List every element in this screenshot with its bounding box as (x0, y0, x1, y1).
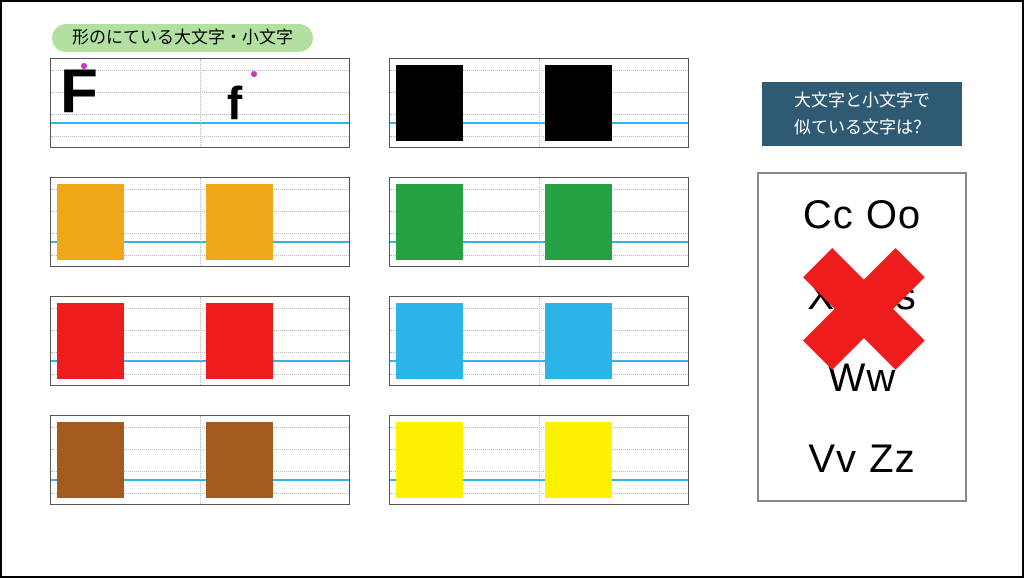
writing-card: Ff (50, 58, 350, 148)
color-square (206, 303, 273, 379)
writing-card (389, 177, 689, 267)
color-square (396, 422, 463, 498)
start-dot (251, 71, 257, 77)
color-square (545, 422, 612, 498)
color-square (57, 303, 124, 379)
answer-box: Cc Oo Xx Ss Ww Vv Zz (757, 172, 967, 502)
answer-row: Xx Ss (807, 276, 916, 316)
letter-lower: f (227, 80, 242, 126)
color-square (545, 65, 612, 141)
answer-row: Vv Zz (808, 439, 915, 479)
writing-card (389, 415, 689, 505)
answer-row: Cc Oo (803, 195, 921, 235)
question-line-1: 大文字と小文字で (794, 91, 930, 110)
color-square (396, 184, 463, 260)
question-text: 大文字と小文字で 似ている文字は？ (794, 87, 930, 141)
writing-card (389, 58, 689, 148)
question-box: 大文字と小文字で 似ている文字は？ (762, 82, 962, 146)
writing-card (389, 296, 689, 386)
color-square (206, 422, 273, 498)
color-square (396, 65, 463, 141)
title-pill: 形のにている大文字・小文字 (52, 24, 313, 52)
color-square (206, 184, 273, 260)
writing-card (50, 415, 350, 505)
question-line-2: 似ている文字は？ (794, 118, 930, 137)
color-square (396, 303, 463, 379)
color-square (57, 422, 124, 498)
start-dot (81, 63, 87, 69)
answer-rows: Cc Oo Xx Ss Ww Vv Zz (759, 174, 965, 500)
color-square (545, 303, 612, 379)
stage: 形のにている大文字・小文字 大文字と小文字で 似ている文字は？ Cc Oo Xx … (0, 0, 1024, 578)
writing-card (50, 296, 350, 386)
writing-card (50, 177, 350, 267)
letter-upper: F (60, 61, 98, 131)
color-square (545, 184, 612, 260)
answer-row: Ww (828, 358, 897, 398)
color-square (57, 184, 124, 260)
